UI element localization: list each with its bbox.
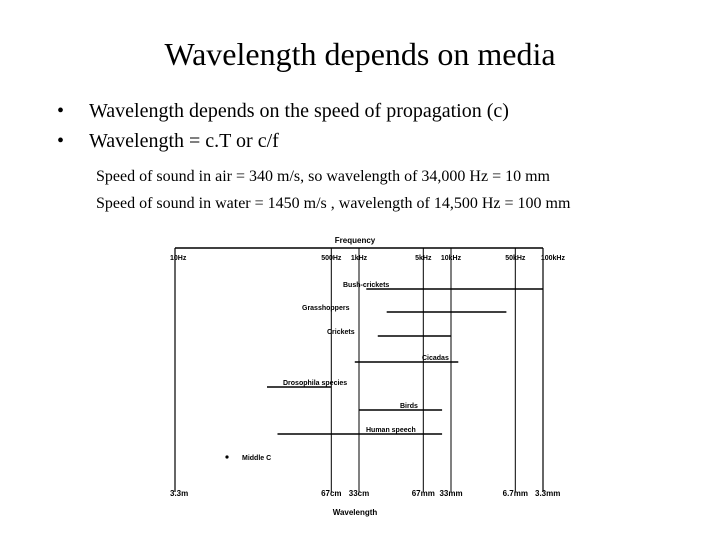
bottom-tick-label: 33mm xyxy=(439,489,462,498)
range-label: Birds xyxy=(400,403,418,410)
point-label: Middle C xyxy=(242,455,271,462)
top-tick-label: 500Hz xyxy=(321,255,342,262)
range-label: Bush-crickets xyxy=(343,282,389,289)
sub-bullet-item: Speed of sound in water = 1450 m/s , wav… xyxy=(96,195,571,212)
range-label: Cicadas xyxy=(422,355,449,362)
sub-bullet-list: Speed of sound in air = 340 m/s, so wave… xyxy=(96,163,570,217)
bottom-tick-label: 3.3m xyxy=(170,489,188,498)
slide-title: Wavelength depends on media xyxy=(164,36,556,72)
bottom-tick-label: 6.7mm xyxy=(503,489,528,498)
bottom-tick-label: 67cm xyxy=(321,489,341,498)
range-label: Crickets xyxy=(327,329,355,336)
top-tick-label: 100kHz xyxy=(541,255,566,262)
range-label: Grasshoppers xyxy=(302,305,350,312)
top-tick-label: 50kHz xyxy=(505,255,526,262)
bottom-tick-label: 3.3mm xyxy=(535,489,560,498)
bottom-tick-label: 67mm xyxy=(412,489,435,498)
bottom-tick-label: 33cm xyxy=(349,489,369,498)
top-tick-label: 10kHz xyxy=(441,255,462,262)
chart-title: Frequency xyxy=(335,236,376,245)
sub-bullet-item: Speed of sound in air = 340 m/s, so wave… xyxy=(96,168,550,185)
range-label: Drosophila species xyxy=(283,380,347,387)
range-label: Human speech xyxy=(366,427,416,434)
top-tick-label: 1kHz xyxy=(351,255,368,262)
bullet-item: Wavelength depends on the speed of propa… xyxy=(57,96,509,126)
point-marker xyxy=(225,455,229,459)
bullet-item: Wavelength = c.T or c/f xyxy=(57,126,509,156)
top-tick-label: 5kHz xyxy=(415,255,432,262)
x-axis-label: Wavelength xyxy=(333,508,378,517)
bullet-list: Wavelength depends on the speed of propa… xyxy=(57,96,509,156)
top-tick-label: 10Hz xyxy=(170,255,187,262)
